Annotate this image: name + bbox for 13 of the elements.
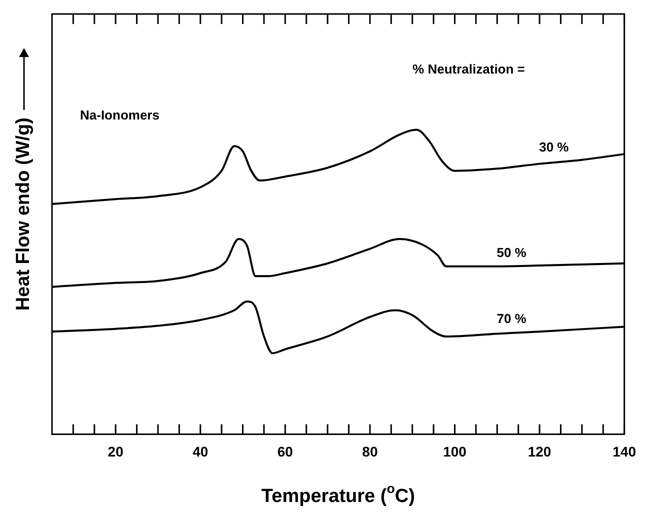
x-tick-label: 80 (362, 443, 378, 460)
y-axis-title: Heat Flow endo (W/g) (13, 118, 34, 311)
series-label: 50 % (496, 245, 527, 260)
series-label: 30 % (539, 139, 570, 154)
x-tick-label: 60 (277, 443, 294, 460)
text: Na-Ionomers (80, 108, 160, 123)
x-tick-label: 120 (528, 443, 552, 460)
x-tick-label: 140 (612, 443, 636, 460)
text: % Neutralization = (412, 62, 526, 77)
x-tick-label: 20 (108, 443, 124, 460)
series-label: 70 % (496, 311, 527, 326)
x-tick-label: 40 (192, 443, 208, 460)
x-tick-label: 100 (443, 443, 467, 460)
